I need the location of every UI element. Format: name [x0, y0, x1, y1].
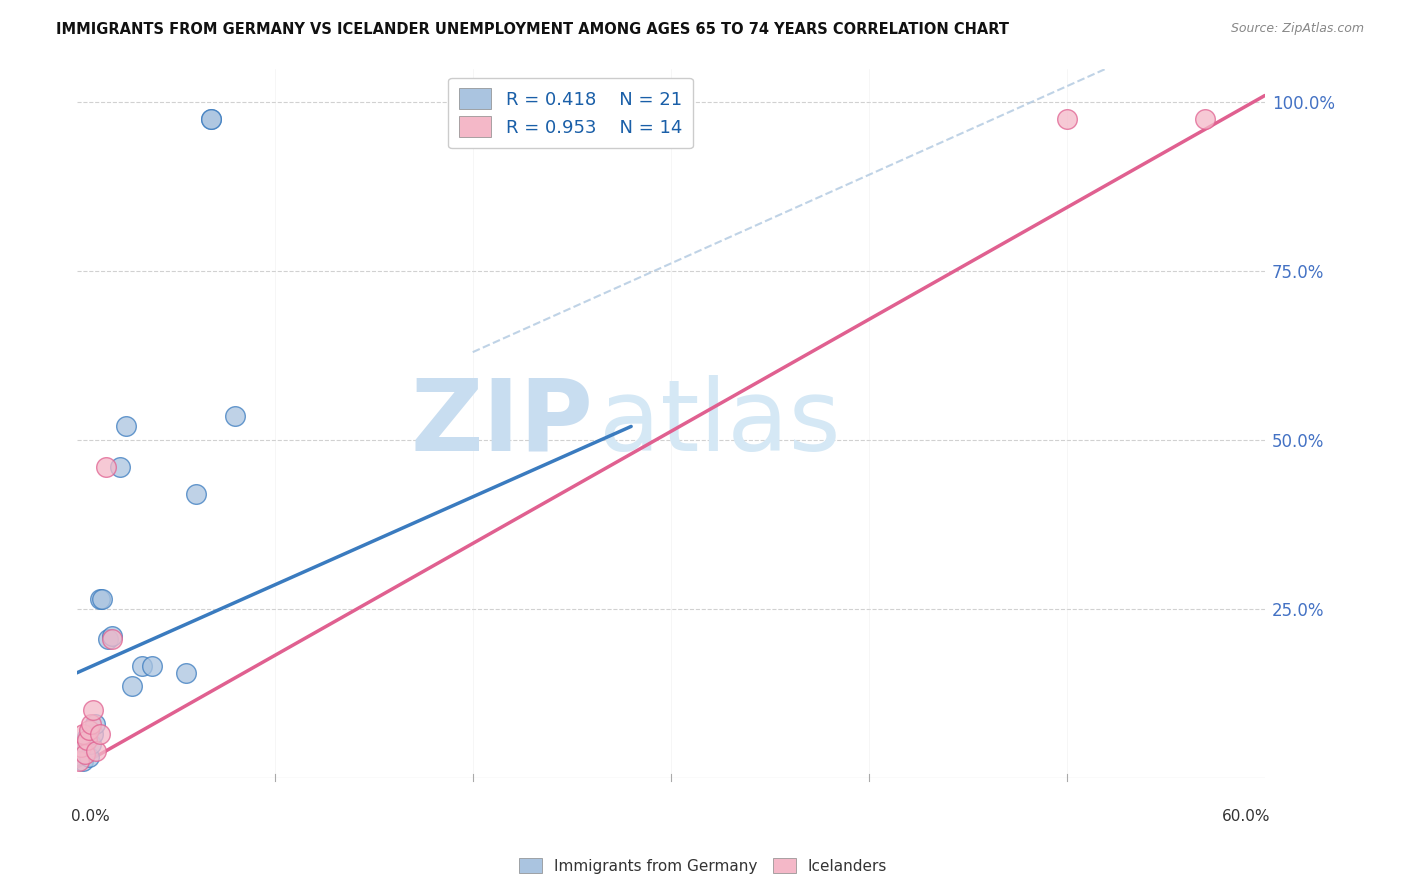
Text: IMMIGRANTS FROM GERMANY VS ICELANDER UNEMPLOYMENT AMONG AGES 65 TO 74 YEARS CORR: IMMIGRANTS FROM GERMANY VS ICELANDER UNE…: [56, 22, 1010, 37]
Point: [76, 730, 98, 744]
Point: [174, 665, 197, 680]
Text: ZIP: ZIP: [411, 375, 593, 472]
Point: [91, 591, 114, 606]
Point: [184, 487, 207, 501]
Point: [115, 419, 138, 434]
Point: [82, 727, 104, 741]
Point: [82, 703, 104, 717]
Text: Source: ZipAtlas.com: Source: ZipAtlas.com: [1230, 22, 1364, 36]
Point: [96, 459, 118, 474]
Point: [76, 733, 98, 747]
Point: [89, 727, 111, 741]
Point: [83, 716, 105, 731]
Point: [79, 716, 101, 731]
Point: [77, 723, 100, 738]
Point: [97, 632, 120, 647]
Point: [67, 754, 90, 768]
Point: [72, 727, 94, 741]
Point: [110, 459, 132, 474]
Point: [69, 740, 91, 755]
Point: [131, 659, 153, 673]
Point: [73, 747, 96, 761]
Point: [121, 680, 143, 694]
Point: [1056, 112, 1078, 127]
Legend: Immigrants from Germany, Icelanders: Immigrants from Germany, Icelanders: [513, 852, 893, 880]
Point: [73, 737, 96, 751]
Point: [86, 743, 108, 757]
Point: [224, 409, 246, 424]
Legend: R = 0.418    N = 21, R = 0.953    N = 14: R = 0.418 N = 21, R = 0.953 N = 14: [449, 78, 693, 148]
Point: [141, 659, 163, 673]
Text: 60.0%: 60.0%: [1222, 809, 1271, 824]
Point: [77, 750, 100, 764]
Point: [1194, 112, 1216, 127]
Point: [101, 632, 124, 647]
Text: atlas: atlas: [599, 375, 841, 472]
Point: [200, 112, 222, 127]
Point: [79, 737, 101, 751]
Point: [72, 754, 94, 768]
Point: [101, 629, 124, 643]
Text: 0.0%: 0.0%: [70, 809, 110, 824]
Point: [89, 591, 111, 606]
Point: [200, 112, 222, 127]
